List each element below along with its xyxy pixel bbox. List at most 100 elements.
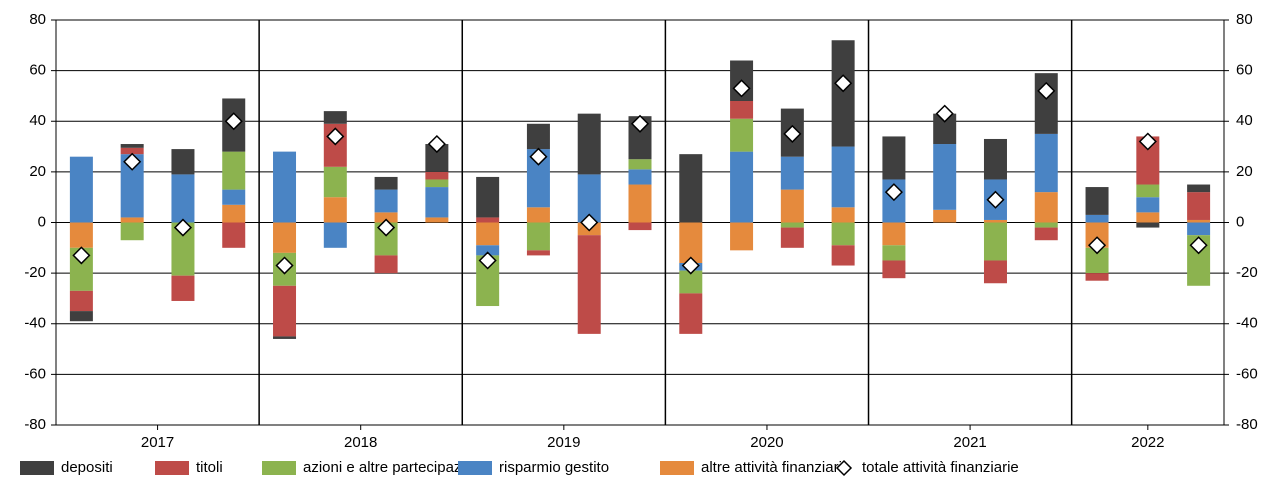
total-marker	[123, 152, 142, 171]
bar-segment	[831, 146, 855, 208]
bar-segment	[882, 222, 906, 246]
bar-segment	[780, 227, 804, 248]
bar-segment	[730, 101, 754, 119]
legend-swatch	[262, 461, 296, 475]
bar-segment	[120, 144, 144, 148]
bar-segment	[1085, 214, 1109, 223]
bar-segment	[1085, 247, 1109, 274]
y2-tick-label: 0	[1236, 213, 1244, 230]
total-marker	[1037, 81, 1056, 100]
bar-segment	[120, 147, 144, 155]
bar-segment	[882, 245, 906, 261]
total-marker	[275, 256, 294, 275]
y2-tick-label: 40	[1236, 112, 1253, 129]
bar-segment	[222, 189, 246, 205]
bar-segment	[628, 222, 652, 231]
bar-segment	[323, 222, 347, 248]
bar-segment	[679, 154, 703, 223]
legend-label: titoli	[196, 459, 223, 476]
bar-segment	[374, 212, 398, 223]
bar-segment	[120, 217, 144, 223]
total-marker	[732, 79, 751, 98]
x-group-label: 2018	[344, 434, 377, 451]
total-marker	[834, 74, 853, 93]
bar-segment	[679, 293, 703, 334]
bar-segment	[933, 209, 957, 223]
bar-segment	[1085, 222, 1109, 248]
bar-segment	[831, 245, 855, 266]
bar-segment	[526, 123, 550, 150]
bar-segment	[983, 138, 1007, 180]
bar-segment	[577, 174, 601, 223]
total-marker	[935, 104, 954, 123]
bar-segment	[1187, 219, 1211, 223]
bar-segment	[1034, 227, 1058, 241]
y2-tick-label: -40	[1236, 315, 1258, 332]
x-group-label: 2021	[953, 434, 986, 451]
legend-swatch	[20, 461, 54, 475]
bar-segment	[374, 189, 398, 213]
legend-label: altre attività finanziarie	[701, 459, 850, 476]
legend-swatch	[155, 461, 189, 475]
bar-segment	[1136, 184, 1160, 198]
total-marker	[478, 251, 497, 270]
bar-segment	[425, 187, 449, 218]
total-marker	[529, 147, 548, 166]
bar-segment	[577, 113, 601, 175]
bar-segment	[69, 222, 93, 248]
bar-segment	[425, 217, 449, 223]
bar-segment	[628, 169, 652, 185]
bar-segment	[831, 222, 855, 246]
y2-tick-label: 60	[1236, 62, 1253, 79]
bar-segment	[120, 222, 144, 241]
y-tick-label: -40	[24, 315, 46, 332]
bar-segment	[323, 111, 347, 124]
bar-segment	[882, 260, 906, 279]
total-marker	[884, 183, 903, 202]
bar-segment	[273, 285, 297, 337]
y-tick-label: -80	[24, 416, 46, 433]
bar-segment	[831, 207, 855, 223]
x-group-label: 2020	[750, 434, 783, 451]
bar-segment	[1187, 222, 1211, 236]
bar-segment	[374, 176, 398, 190]
total-marker	[173, 218, 193, 237]
bar-segment	[171, 174, 195, 223]
bar-segment	[1136, 136, 1160, 185]
y2-tick-label: 20	[1236, 163, 1253, 180]
x-group-label: 2017	[141, 434, 174, 451]
y-tick-label: 60	[29, 62, 46, 79]
bar-segment	[780, 156, 804, 190]
total-marker	[580, 213, 599, 232]
bar-segment	[69, 290, 93, 312]
bar-segment	[983, 219, 1007, 223]
bar-segment	[1136, 222, 1160, 228]
bar-segment	[476, 217, 500, 223]
bar-segment	[476, 245, 500, 256]
total-marker	[986, 190, 1005, 209]
bar-segment	[679, 270, 703, 294]
total-marker	[1189, 236, 1208, 255]
total-marker	[630, 114, 650, 133]
y2-tick-label: -20	[1236, 264, 1258, 281]
bar-segment	[273, 222, 297, 253]
bar-segment	[628, 159, 652, 170]
y-tick-label: 40	[29, 112, 46, 129]
bar-segment	[730, 151, 754, 223]
bar-segment	[983, 222, 1007, 261]
bar-segment	[1085, 273, 1109, 281]
bar-segment	[526, 149, 550, 208]
total-marker	[224, 112, 243, 131]
y2-tick-label: 80	[1236, 11, 1253, 28]
bar-segment	[69, 156, 93, 223]
bar-segment	[120, 154, 144, 218]
total-marker	[427, 134, 446, 154]
bar-segment	[933, 113, 957, 145]
bar-segment	[933, 144, 957, 210]
bar-segment	[882, 136, 906, 180]
legend-label: azioni e altre partecipazioni	[303, 459, 485, 476]
legend-label: totale attività finanziarie	[862, 459, 1019, 476]
x-group-label: 2022	[1131, 434, 1164, 451]
bar-segment	[730, 118, 754, 152]
total-marker	[377, 218, 396, 237]
